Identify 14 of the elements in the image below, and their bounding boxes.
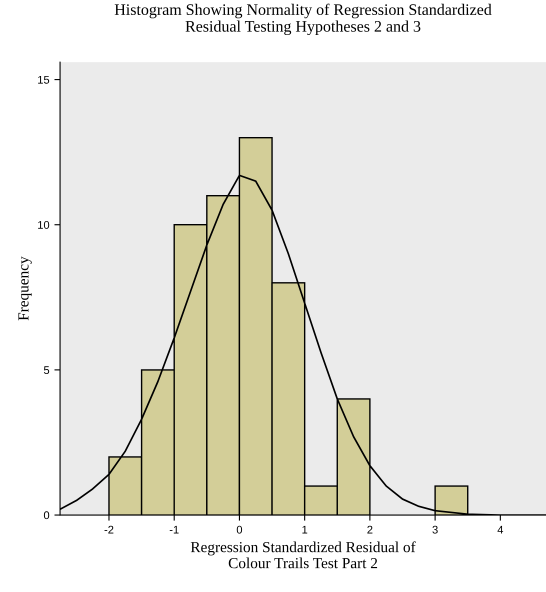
x-tick-label: 2 <box>367 526 372 534</box>
y-tick-label: 15 <box>38 76 50 84</box>
y-axis-title: Frequency <box>18 256 32 320</box>
x-tick-label: 0 <box>236 526 242 534</box>
y-tick-label: 5 <box>44 366 50 374</box>
x-tick-label: 4 <box>498 526 504 534</box>
y-tick-label: 10 <box>38 221 50 229</box>
x-tick-label: 3 <box>432 526 438 534</box>
x-tick-label: 1 <box>302 526 308 534</box>
x-tick-label: -1 <box>170 526 179 534</box>
x-axis-title: Regression Standardized Residual of Colour Trails Test Part 2 <box>190 541 416 568</box>
x-tick-label: -2 <box>104 526 114 534</box>
chart-title: Histogram Showing Normality of Regression Standardized Residual Testing Hypotheses 2 and 3 <box>114 4 492 36</box>
y-tick-label: 0 <box>44 511 50 520</box>
